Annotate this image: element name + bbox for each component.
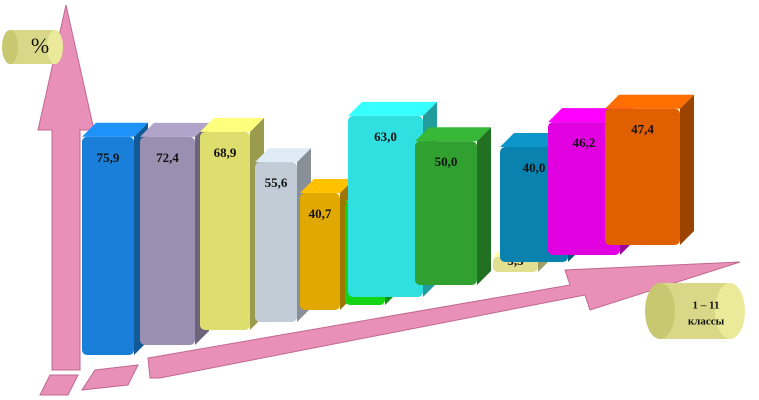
axis-foot [81,364,139,391]
bar-group: 50,0 [415,127,491,285]
data-label: 63,0 [374,129,397,144]
bar-group: 47,4 [605,94,694,245]
bar [82,136,134,355]
x-axis-label: 1 – 11 [693,300,720,312]
y-axis-arrow [37,4,95,371]
y-axis-label: % [31,33,49,58]
axis-foot [39,374,79,396]
bar-group: 75,9 [82,122,148,355]
bar-group: 72,4 [140,122,209,345]
bar-top [82,122,148,137]
data-label: 47,4 [631,122,654,137]
data-label: 68,9 [214,145,237,160]
bar-side [680,94,694,245]
bar [140,136,195,345]
bar-top [140,122,209,137]
data-label: 55,6 [265,175,288,190]
bar-group: 68,9 [200,117,264,330]
bar [605,108,680,245]
data-label: 75,9 [97,150,120,165]
bar [548,122,620,255]
data-label: 46,2 [573,135,596,150]
x-label-badge: 1 – 11 классы [645,283,745,339]
y-label-badge: % [2,30,63,64]
data-label: 40,0 [523,160,546,175]
bar [300,192,340,310]
bar [415,141,477,285]
bar [255,162,297,322]
bars: 75,972,468,955,640,735.763,050,05,340,04… [82,94,694,355]
data-label: 40,7 [309,206,332,221]
bar-top [300,178,354,193]
bar-top [415,127,491,142]
bar-top [255,148,311,163]
bar-top [348,101,437,116]
x-axis-arrow [147,261,741,379]
x-axis-label: классы [688,316,725,328]
bar [348,115,423,297]
bar-side [477,127,491,285]
bar [200,131,250,330]
data-label: 50,0 [435,154,458,169]
data-label: 72,4 [156,150,179,165]
bar-top [200,117,264,132]
bar-top [605,94,694,109]
